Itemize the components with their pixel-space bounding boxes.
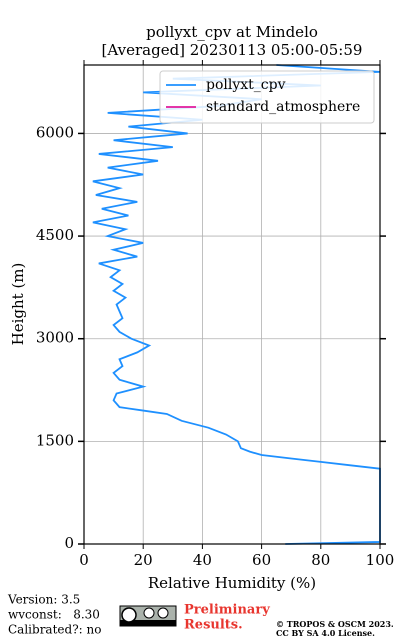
legend-label: pollyxt_cpv bbox=[206, 77, 286, 93]
preliminary: Results. bbox=[184, 618, 243, 633]
chart-subtitle: [Averaged] 20230113 05:00-05:59 bbox=[102, 41, 363, 59]
version: Version: 3.5 bbox=[7, 593, 80, 607]
chart-title: pollyxt_cpv at Mindelo bbox=[146, 23, 318, 41]
legend-label: standard_atmosphere bbox=[206, 99, 360, 115]
cc-badge bbox=[119, 605, 177, 627]
x-tick-label: 20 bbox=[134, 551, 153, 569]
y-tick-label: 4500 bbox=[36, 226, 74, 244]
legend-box bbox=[159, 70, 375, 124]
x-tick-label: 40 bbox=[193, 551, 212, 569]
x-axis-label: Relative Humidity (%) bbox=[148, 574, 316, 592]
wvconst: wvconst: 8.30 bbox=[8, 608, 100, 622]
x-tick-label: 80 bbox=[311, 551, 330, 569]
copyright: © TROPOS & OSCM 2023. bbox=[276, 619, 394, 629]
calibrated: Calibrated?: no bbox=[8, 623, 101, 637]
y-tick-label: 6000 bbox=[36, 123, 74, 141]
y-tick-label: 0 bbox=[64, 534, 74, 552]
y-axis-label: Height (m) bbox=[9, 263, 27, 346]
x-tick-label: 60 bbox=[252, 551, 271, 569]
profile-line bbox=[92, 64, 381, 545]
x-tick-label: 100 bbox=[366, 551, 395, 569]
copyright: CC BY SA 4.0 License. bbox=[276, 628, 375, 638]
x-tick-label: 0 bbox=[79, 551, 89, 569]
preliminary: Preliminary bbox=[184, 603, 270, 618]
plot-frame bbox=[83, 64, 381, 545]
y-tick-label: 1500 bbox=[36, 431, 74, 449]
y-tick-label: 3000 bbox=[36, 329, 74, 347]
